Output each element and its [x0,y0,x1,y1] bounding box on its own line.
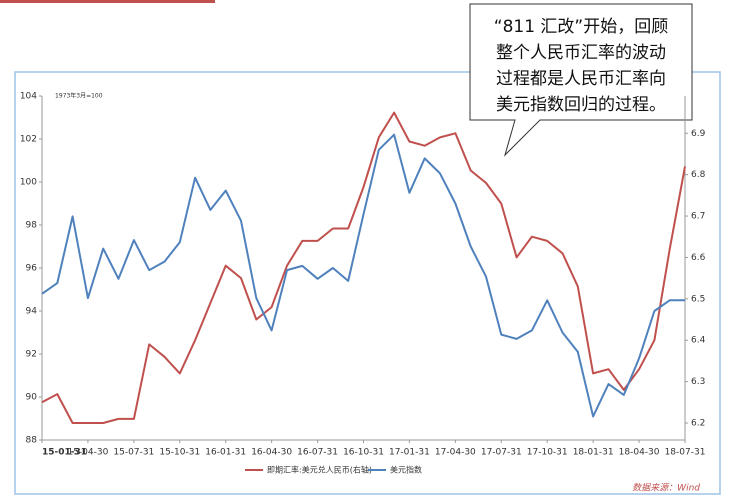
series-line [41,133,685,418]
x-tick-label: 15-04-30 [67,448,108,458]
x-tick-label: 15-07-31 [113,448,154,458]
callout-text: 过程都是人民币汇率向 [496,69,666,89]
y-tick-label: 102 [20,135,37,145]
callout-text: 美元指数回归的过程。 [496,95,666,115]
x-tick-label: 15-01-31 [42,448,87,458]
y2-tick-label: 6.6 [691,253,706,263]
x-tick-label: 17-04-30 [435,448,476,458]
y-tick-label: 88 [26,436,38,446]
callout-text: “811 汇改”开始，回顾 [494,17,668,37]
x-tick-label: 15-10-31 [159,448,200,458]
x-tick-label: 18-07-31 [665,448,706,458]
y-tick-label: 94 [26,307,38,317]
y-tick-label: 92 [26,350,37,360]
callout: “811 汇改”开始，回顾 整个人民币汇率的波动 过程都是人民币汇率向 美元指数… [469,3,693,157]
legend-label: 美元指数 [390,465,422,475]
y-tick-label: 104 [20,92,37,102]
y2-tick-label: 6.8 [691,170,706,180]
x-tick-label: 16-01-31 [205,448,246,458]
top-bar [0,0,215,3]
y2-tick-label: 6.4 [691,336,706,346]
y2-tick-label: 6.5 [691,294,705,304]
y2-tick-label: 6.9 [691,129,706,139]
x-tick-label: 18-01-31 [573,448,614,458]
x-tick-label: 17-07-31 [481,448,522,458]
y-unit-label: 1973年3月=100 [55,92,103,100]
x-tick-label: 17-01-31 [389,448,430,458]
x-tick-label: 16-10-31 [343,448,384,458]
series-line [41,111,686,424]
y-tick-label: 96 [26,264,38,274]
callout-text: 整个人民币汇率的波动 [496,43,666,63]
x-tick-label: 17-10-31 [527,448,568,458]
y-tick-label: 90 [26,393,38,403]
source: 数据来源：Wind [632,483,700,494]
x-tick-label: 16-07-31 [297,448,338,458]
legend-label: 即期汇率:美元兑人民币(右轴) [267,465,372,475]
y-tick-label: 100 [20,178,37,188]
y-tick-label: 98 [26,221,38,231]
x-tick-label: 18-04-30 [619,448,660,458]
chart-frame [14,71,721,495]
callout-box [469,3,693,157]
x-tick-label: 16-04-30 [251,448,292,458]
y2-tick-label: 6.3 [691,377,705,387]
y2-tick-label: 6.7 [691,212,705,222]
y2-tick-label: 6.2 [691,419,705,429]
